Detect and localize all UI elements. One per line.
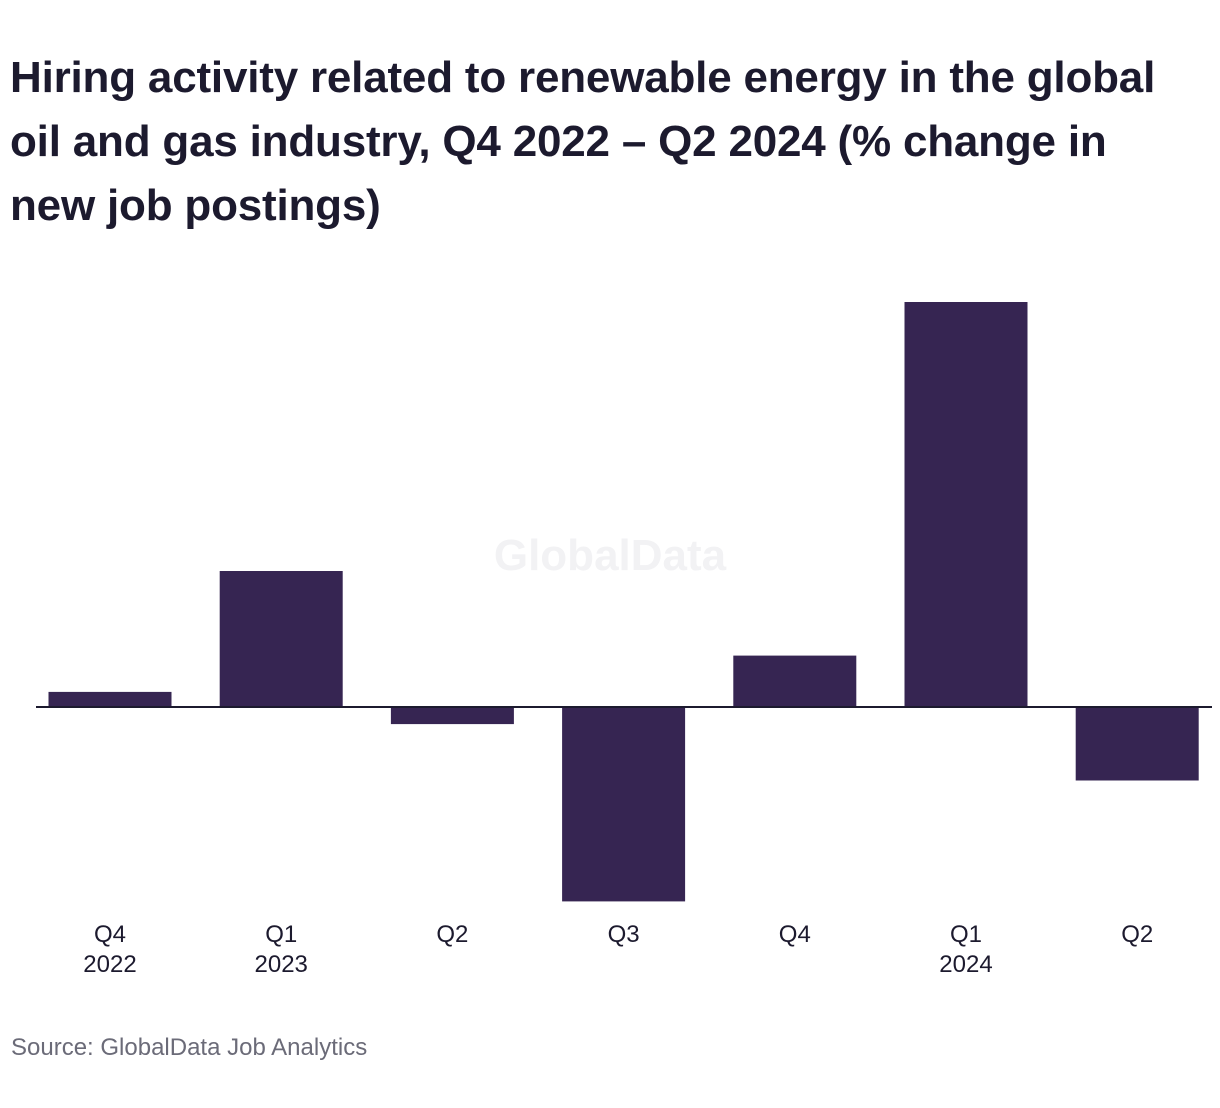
tick-label-year-0: 2022 bbox=[83, 951, 136, 978]
tick-label-quarter-6: Q2 bbox=[1121, 921, 1153, 948]
tick-label-quarter-3: Q3 bbox=[608, 921, 640, 948]
bar-4 bbox=[733, 655, 857, 707]
tick-label-year-5: 2024 bbox=[939, 951, 992, 978]
chart-title: Hiring activity related to renewable ene… bbox=[10, 53, 1156, 230]
bar-0 bbox=[48, 691, 172, 707]
bars-group bbox=[48, 302, 1199, 902]
tick-label-quarter-4: Q4 bbox=[779, 921, 811, 948]
bar-1 bbox=[219, 571, 343, 707]
bar-5 bbox=[904, 302, 1028, 707]
source-note: Source: GlobalData Job Analytics bbox=[11, 1034, 368, 1061]
x-tick-labels: Q4 2022 Q1 2023 Q2 Q3 Q4 Q1 2024 Q2 bbox=[83, 921, 1153, 978]
bar-6 bbox=[1075, 707, 1199, 781]
tick-label-quarter-5: Q1 bbox=[950, 921, 982, 948]
tick-label-quarter-2: Q2 bbox=[436, 921, 468, 948]
bar-2 bbox=[390, 707, 514, 725]
tick-label-year-1: 2023 bbox=[255, 951, 308, 978]
tick-label-quarter-0: Q4 bbox=[94, 921, 126, 948]
watermark: GlobalData bbox=[494, 531, 727, 580]
bar-3 bbox=[562, 707, 686, 902]
tick-label-quarter-1: Q1 bbox=[265, 921, 297, 948]
